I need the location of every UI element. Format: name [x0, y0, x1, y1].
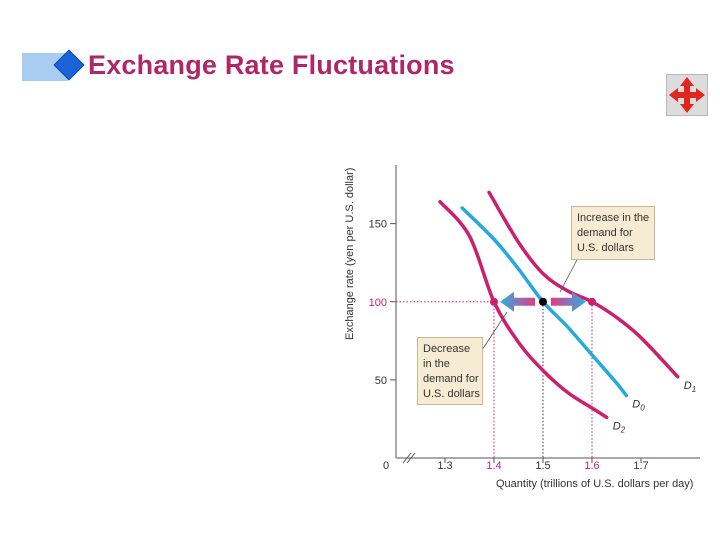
equilibrium-point	[588, 297, 596, 306]
axis-break-mark	[402, 452, 412, 464]
y-axis-label: Exchange rate (yen per U.S. dollar)	[344, 168, 356, 340]
series-label-d1: D1	[684, 380, 696, 394]
annotation-decrease-line-1: Decrease	[423, 343, 471, 355]
annotation-increase-line-3: U.S. dollars	[577, 242, 634, 254]
y-tick-label: 150	[369, 219, 387, 231]
series-label-d2: D2	[613, 420, 626, 434]
x-tick-label: 0	[383, 460, 389, 472]
demand-curve-d0	[460, 206, 629, 398]
x-tick-label: 1.4	[486, 460, 501, 472]
annotation-leader-decrease	[481, 311, 508, 351]
annotation-decrease: Decrease in the demand for U.S. dollars	[417, 337, 483, 405]
series-label-d0: D0	[632, 399, 645, 413]
demand-curve-d2	[438, 200, 609, 420]
y-tick-label: 50	[375, 375, 387, 387]
annotation-decrease-line-2: in the	[423, 358, 450, 370]
annotation-increase-line-1: Increase in the	[577, 212, 650, 224]
axis-break-mark	[406, 452, 416, 464]
x-axis-label: Quantity (trillions of U.S. dollars per …	[496, 478, 693, 490]
increase-shift-arrow	[551, 291, 586, 312]
slide-title-bar: Exchange Rate Fluctuations	[22, 49, 522, 84]
equilibrium-point	[490, 297, 498, 306]
annotation-leader-increase	[559, 257, 579, 293]
page-title: Exchange Rate Fluctuations	[88, 50, 455, 80]
annotation-increase-line-2: demand for	[577, 227, 633, 239]
x-tick-label: 1.6	[584, 460, 599, 472]
demand-curve-d1	[487, 190, 680, 379]
equilibrium-point	[539, 297, 547, 306]
y-tick-label: 100	[369, 297, 387, 309]
annotation-increase: Increase in the demand for U.S. dollars	[571, 206, 655, 260]
x-tick-label: 1.7	[633, 460, 648, 472]
decrease-shift-arrow	[500, 291, 535, 312]
four-way-arrows-icon	[669, 77, 705, 113]
annotation-decrease-line-4: U.S. dollars	[423, 388, 480, 400]
annotation-decrease-line-3: demand for	[423, 373, 479, 385]
x-tick-label: 1.3	[437, 460, 452, 472]
x-tick-label: 1.5	[535, 460, 550, 472]
move-nav-button[interactable]	[666, 74, 708, 116]
